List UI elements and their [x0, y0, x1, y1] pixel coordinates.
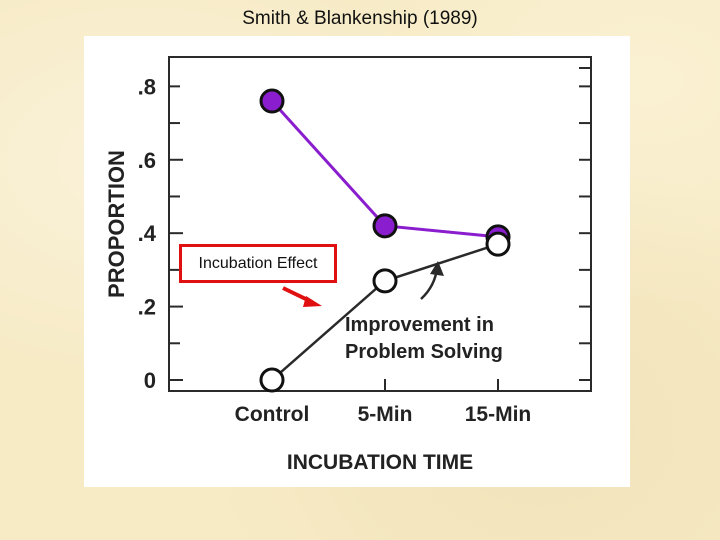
chart-panel: PROPORTION INCUBATION TIME .8 .6 .4 .2 0 Cont… [84, 36, 630, 487]
slide-title: Smith & Blankenship (1989) [242, 8, 478, 29]
chart-svg: PROPORTION INCUBATION TIME .8 .6 .4 .2 0 Cont… [104, 56, 592, 474]
data-point-filled-5-min [372, 213, 398, 239]
data-point-open-5-min [372, 268, 398, 294]
y-tick-label: .2 [138, 295, 156, 320]
y-tick-label: 0 [144, 368, 156, 393]
data-point-filled-control [259, 88, 285, 114]
plot-frame [168, 56, 592, 392]
annotation-line-1: Improvement in [345, 314, 494, 336]
callout-label: Incubation Effect [198, 255, 318, 272]
incubation-effect-callout: Incubation Effect [179, 244, 337, 283]
x-tick-label: 15-Min [465, 403, 532, 426]
data-point-open-control [259, 367, 285, 393]
annotation-arrow-head [430, 261, 444, 276]
x-axis-label: INCUBATION TIME [287, 451, 473, 474]
x-tick-label: 5-Min [358, 403, 413, 426]
y-tick-label: .4 [138, 221, 157, 246]
annotation-line-2: Problem Solving [345, 341, 503, 363]
y-tick-label: .6 [138, 148, 156, 173]
x-tick-label: Control [235, 403, 310, 426]
data-point-open-15-min [485, 231, 511, 257]
y-tick-label: .8 [138, 74, 156, 99]
y-axis-label: PROPORTION [104, 150, 129, 298]
